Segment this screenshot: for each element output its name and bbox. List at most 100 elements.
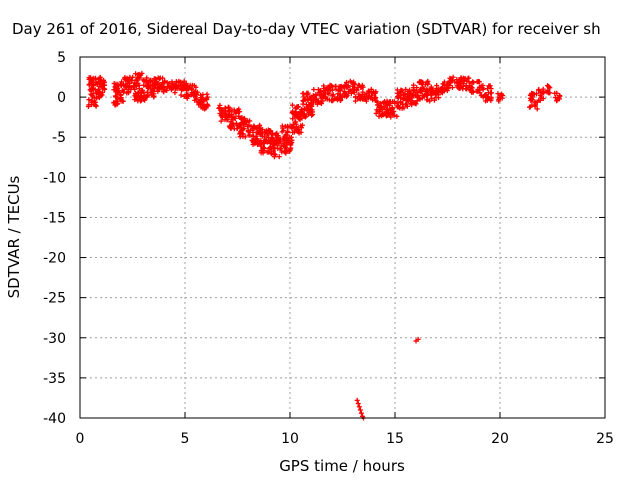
data-point xyxy=(279,149,285,155)
data-point xyxy=(170,81,176,87)
data-point xyxy=(496,94,502,100)
data-point xyxy=(240,133,246,139)
data-point xyxy=(410,85,416,91)
data-point xyxy=(464,78,470,84)
data-point xyxy=(129,78,135,84)
data-point xyxy=(534,106,540,112)
data-point xyxy=(130,74,136,80)
data-points xyxy=(85,70,563,421)
data-point xyxy=(204,91,210,97)
data-point xyxy=(147,79,153,85)
data-point xyxy=(418,79,424,85)
data-point xyxy=(371,89,377,95)
data-point xyxy=(377,109,383,115)
data-point xyxy=(466,75,472,81)
data-point xyxy=(300,90,306,96)
data-point xyxy=(301,106,307,112)
data-point xyxy=(265,130,271,136)
data-point xyxy=(97,91,103,97)
data-point xyxy=(394,113,400,119)
data-point xyxy=(296,130,302,136)
data-point xyxy=(330,92,336,98)
data-point xyxy=(554,97,560,103)
data-point xyxy=(546,83,552,89)
data-point xyxy=(232,115,238,121)
data-point xyxy=(289,102,295,108)
data-point xyxy=(407,87,413,93)
data-point xyxy=(402,91,408,97)
data-point xyxy=(417,87,423,93)
data-point xyxy=(237,130,243,136)
data-point xyxy=(323,88,329,94)
data-point xyxy=(405,93,411,99)
data-point xyxy=(433,90,439,96)
data-point xyxy=(197,101,203,107)
data-point xyxy=(471,80,477,86)
data-point xyxy=(380,106,386,112)
data-point xyxy=(529,102,535,108)
data-point xyxy=(484,97,490,103)
data-point xyxy=(250,133,256,139)
data-point xyxy=(272,152,278,158)
data-point xyxy=(183,80,189,86)
data-point xyxy=(431,97,437,103)
data-point xyxy=(301,112,307,118)
data-point xyxy=(166,80,172,86)
data-point xyxy=(312,95,318,101)
data-point xyxy=(294,124,300,130)
data-point xyxy=(247,127,253,133)
data-point xyxy=(216,105,222,111)
data-point xyxy=(428,91,434,97)
data-point xyxy=(172,90,178,96)
y-tick-label: -10 xyxy=(43,170,66,186)
data-point xyxy=(289,139,295,145)
data-point xyxy=(334,97,340,103)
data-point xyxy=(373,110,379,116)
data-point xyxy=(185,93,191,99)
data-point xyxy=(387,107,393,113)
data-point xyxy=(424,93,430,99)
data-point xyxy=(125,80,131,86)
data-point xyxy=(484,93,490,99)
data-point xyxy=(325,85,331,91)
data-point xyxy=(353,94,359,100)
data-point xyxy=(132,86,138,92)
x-axis-label: GPS time / hours xyxy=(279,457,405,475)
data-point xyxy=(223,114,229,120)
data-point xyxy=(475,79,481,85)
data-point xyxy=(403,101,409,107)
data-point xyxy=(118,95,124,101)
data-point xyxy=(179,87,185,93)
data-point xyxy=(480,94,486,100)
data-point xyxy=(321,83,327,89)
data-point xyxy=(203,96,209,102)
data-point xyxy=(270,148,276,154)
data-point xyxy=(121,89,127,95)
data-point xyxy=(408,101,414,107)
data-point xyxy=(88,86,94,92)
data-point xyxy=(126,90,132,96)
data-point-outlier xyxy=(358,410,364,416)
data-point xyxy=(217,111,223,117)
data-point xyxy=(337,88,343,94)
data-point xyxy=(290,110,296,116)
data-point xyxy=(347,78,353,84)
data-point xyxy=(101,79,107,85)
data-point xyxy=(345,84,351,90)
data-point xyxy=(111,100,117,106)
y-tick-label: -35 xyxy=(43,371,66,387)
data-point xyxy=(315,87,321,93)
data-point xyxy=(111,87,117,93)
data-point xyxy=(93,103,99,109)
data-point xyxy=(191,83,197,89)
data-point xyxy=(457,84,463,90)
data-point xyxy=(487,83,493,89)
data-point xyxy=(378,100,384,106)
data-point xyxy=(254,136,260,142)
data-point xyxy=(252,124,258,130)
data-point xyxy=(204,102,210,108)
data-point xyxy=(276,154,282,160)
x-tick-label: 20 xyxy=(491,431,509,447)
data-point xyxy=(178,79,184,85)
data-point xyxy=(92,76,98,82)
